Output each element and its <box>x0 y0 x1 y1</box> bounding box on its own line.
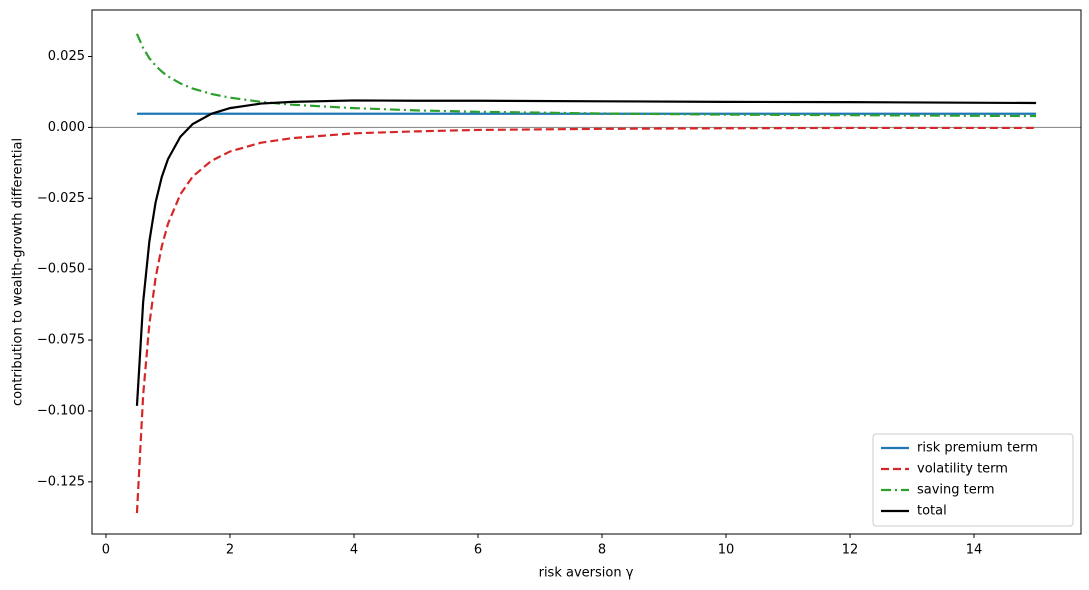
legend-label: total <box>917 504 947 519</box>
x-tick-label: 8 <box>598 543 606 558</box>
series-line <box>135 99 1037 406</box>
legend-box <box>872 433 1074 527</box>
y-tick-label: −0.075 <box>37 333 85 348</box>
x-tick-label: 12 <box>842 543 859 558</box>
x-tick-label: 14 <box>966 543 983 558</box>
x-tick-label: 10 <box>718 543 735 558</box>
series-line <box>135 126 1037 514</box>
y-tick-label: 0.000 <box>48 120 85 135</box>
x-tick-label: 4 <box>350 543 358 558</box>
x-tick-label: 2 <box>226 543 234 558</box>
legend-label: volatility term <box>917 462 1008 477</box>
x-axis-label: risk aversion γ <box>539 566 634 581</box>
x-tick-label: 6 <box>474 543 482 558</box>
x-tick-label: 0 <box>102 543 110 558</box>
y-tick-label: −0.100 <box>37 403 85 418</box>
y-tick-label: −0.125 <box>37 474 85 489</box>
y-tick-label: −0.050 <box>37 262 85 277</box>
y-axis-label: contribution to wealth-growth differenti… <box>11 138 26 406</box>
plot-frame <box>91 9 1082 535</box>
y-tick-label: 0.025 <box>48 49 85 64</box>
legend-label: risk premium term <box>917 441 1038 456</box>
legend-label: saving term <box>917 483 995 498</box>
y-tick-label: −0.025 <box>37 191 85 206</box>
